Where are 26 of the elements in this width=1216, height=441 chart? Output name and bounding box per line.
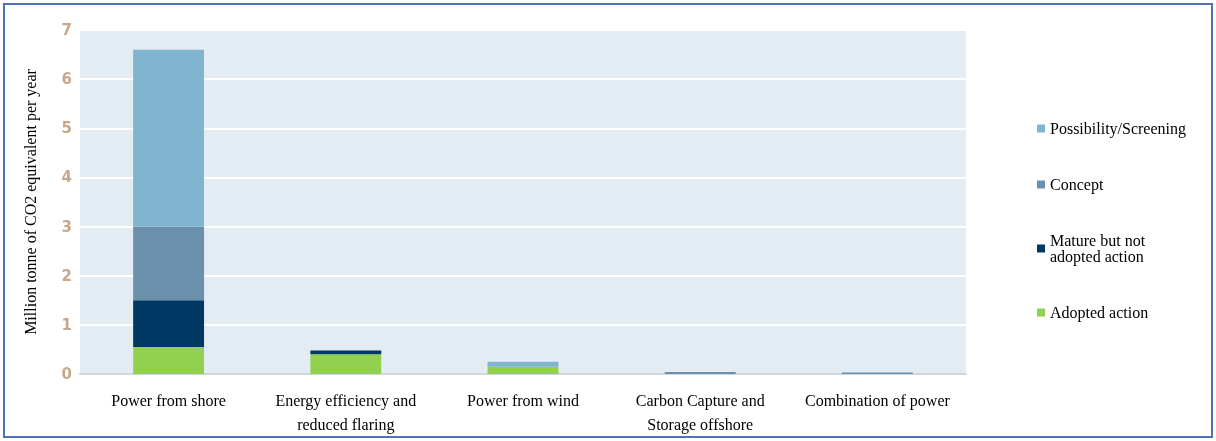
bar: [310, 354, 382, 374]
y-tick-label: 0: [61, 365, 72, 383]
x-tick-label: Power from shore: [111, 391, 226, 409]
bar: [133, 300, 205, 347]
y-tick-label: 6: [61, 70, 72, 89]
y-tick-label: 2: [61, 266, 72, 285]
legend-label: Adopted action: [1050, 304, 1149, 322]
bar: [133, 226, 205, 301]
x-tick-label: Carbon Capture and Storage offshore: [635, 391, 765, 434]
bar: [133, 49, 205, 227]
y-tick-label: 5: [61, 119, 72, 138]
x-tick-label: Power from wind: [467, 391, 579, 409]
y-tick-label: 3: [61, 217, 72, 236]
y-tick-label: 7: [61, 21, 72, 39]
y-tick-label: 1: [61, 315, 72, 334]
bar: [310, 350, 382, 355]
bar: [487, 366, 559, 374]
bar: [487, 361, 559, 367]
y-tick-label: 4: [61, 168, 72, 187]
legend-label: Concept: [1050, 176, 1104, 194]
x-tick-label: Combination of power: [804, 391, 951, 410]
x-tick-label: Energy efficiency and reduced flaring: [275, 391, 417, 434]
bar: [133, 346, 205, 374]
y-axis-title: Million tonne of CO2 equivalent per year: [21, 68, 40, 335]
legend-label: Mature but not adopted action: [1050, 232, 1146, 266]
legend-label: Possibility/Screening: [1050, 120, 1186, 138]
